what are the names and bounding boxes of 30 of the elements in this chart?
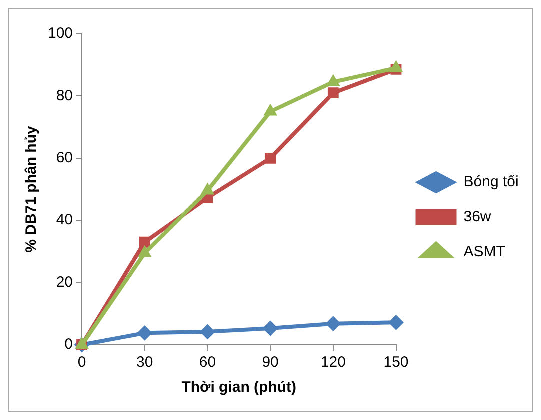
point [326,316,341,332]
point [138,246,152,258]
legend-label: 36w [464,208,492,226]
x-axis-title: Thời gian (phút) [182,379,297,396]
point [139,236,150,248]
point [264,104,278,116]
x-tick-label: 60 [199,354,216,372]
legend-label: ASMT [464,244,506,261]
point [390,60,403,72]
legend-label: Bóng tối [464,174,519,191]
x-tick-label: 120 [320,354,346,372]
y-axis-title: % DB71 phân hủy [23,126,40,253]
point [263,321,278,336]
x-tick-label: 30 [136,354,154,372]
y-tick-label: 0 [64,336,74,354]
y-tick-label: 80 [56,87,74,104]
x-tick-label: 90 [262,354,279,372]
y-tick-label: 40 [56,212,74,229]
x-tick-label: 0 [78,354,86,372]
x-tick-label: 150 [384,354,409,372]
point [200,324,216,340]
point [326,74,340,86]
point [265,152,276,164]
y-tick-label: 100 [48,25,74,42]
point [388,315,404,330]
y-tick-label: 60 [56,150,74,167]
y-tick-label: 20 [56,274,74,291]
point [201,183,214,195]
point [137,326,152,341]
point [328,88,339,99]
